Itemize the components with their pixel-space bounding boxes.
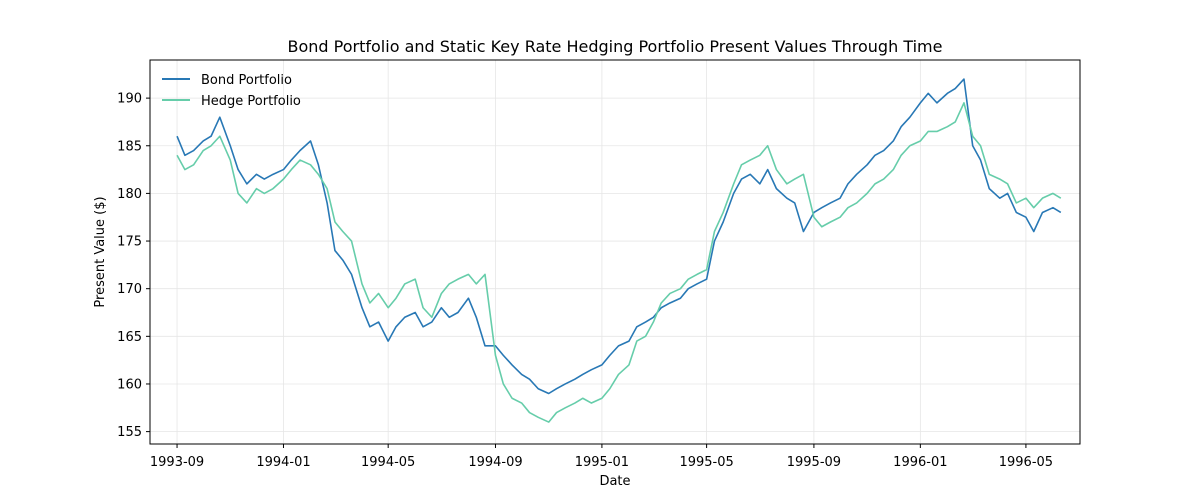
x-tick-label: 1995-09 xyxy=(787,455,841,470)
y-tick-label: 180 xyxy=(117,187,142,202)
x-tick-label: 1995-05 xyxy=(679,455,733,470)
legend-label: Hedge Portfolio xyxy=(201,94,301,109)
y-tick-label: 155 xyxy=(117,425,142,440)
x-tick-label: 1996-05 xyxy=(999,455,1053,470)
legend: Bond Portfolio Hedge Portfolio xyxy=(162,73,301,109)
x-tick-label: 1994-09 xyxy=(468,455,522,470)
x-tick-label: 1994-01 xyxy=(256,455,310,470)
x-axis-label: Date xyxy=(599,474,630,489)
chart-title: Bond Portfolio and Static Key Rate Hedgi… xyxy=(288,37,943,56)
grid xyxy=(150,60,1080,444)
y-tick-label: 165 xyxy=(117,330,142,345)
y-tick-label: 190 xyxy=(117,92,142,107)
y-tick-label: 185 xyxy=(117,139,142,154)
x-tick-label: 1995-01 xyxy=(575,455,629,470)
y-axis-label: Present Value ($) xyxy=(93,196,108,307)
y-axis: 155 160 165 170 175 180 185 190 xyxy=(117,92,150,440)
x-axis: 1993-09 1994-01 1994-05 1994-09 1995-01 1995-… xyxy=(150,444,1053,470)
plot-frame xyxy=(149,59,1081,445)
x-tick-label: 1996-01 xyxy=(893,455,947,470)
x-tick-label: 1994-05 xyxy=(361,455,415,470)
series-layer xyxy=(176,78,1062,423)
y-tick-label: 170 xyxy=(117,282,142,297)
series-line-0 xyxy=(176,78,1062,395)
y-tick-label: 160 xyxy=(117,377,142,392)
x-tick-label: 1993-09 xyxy=(150,455,204,470)
legend-label: Bond Portfolio xyxy=(201,73,292,88)
y-tick-label: 175 xyxy=(117,235,142,250)
series-line-1 xyxy=(176,102,1062,423)
